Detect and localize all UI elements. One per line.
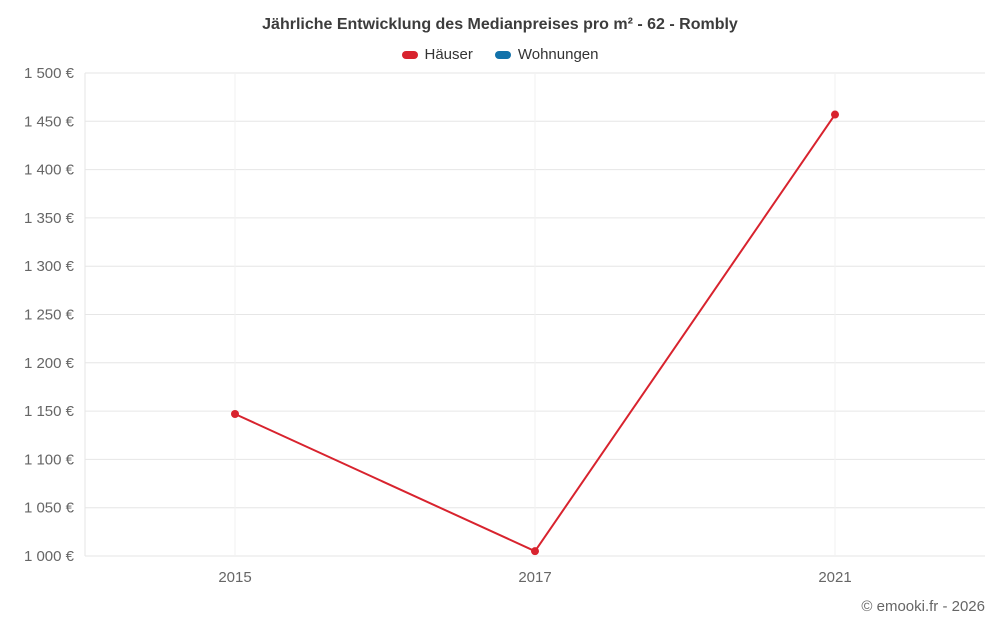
svg-text:2017: 2017: [518, 569, 551, 586]
svg-text:1 000 €: 1 000 €: [24, 548, 75, 565]
svg-text:1 400 €: 1 400 €: [24, 162, 75, 179]
svg-text:1 200 €: 1 200 €: [24, 355, 75, 372]
svg-text:1 100 €: 1 100 €: [24, 451, 75, 468]
svg-text:1 500 €: 1 500 €: [24, 65, 75, 82]
legend-label-wohnungen: Wohnungen: [517, 46, 599, 63]
svg-text:2015: 2015: [218, 569, 251, 586]
svg-text:2021: 2021: [818, 569, 851, 586]
chart-title: Jährliche Entwicklung des Medianpreises …: [262, 16, 738, 33]
wohnungen-series-marker-icon: [494, 50, 511, 59]
svg-text:1 250 €: 1 250 €: [24, 307, 75, 324]
svg-text:1 300 €: 1 300 €: [24, 258, 75, 275]
legend-item-hauser[interactable]: Häuser: [401, 46, 473, 63]
hauser-series-marker-icon: [401, 50, 418, 59]
legend-label-hauser: Häuser: [424, 46, 473, 63]
svg-text:1 150 €: 1 150 €: [24, 403, 75, 420]
legend: Häuser Wohnungen: [0, 46, 1000, 63]
legend-item-wohnungen[interactable]: Wohnungen: [494, 46, 599, 63]
chart-footer-credit: © emooki.fr - 2026: [861, 598, 985, 615]
svg-text:1 050 €: 1 050 €: [24, 500, 75, 517]
svg-text:1 350 €: 1 350 €: [24, 210, 75, 227]
svg-text:1 450 €: 1 450 €: [24, 113, 75, 130]
